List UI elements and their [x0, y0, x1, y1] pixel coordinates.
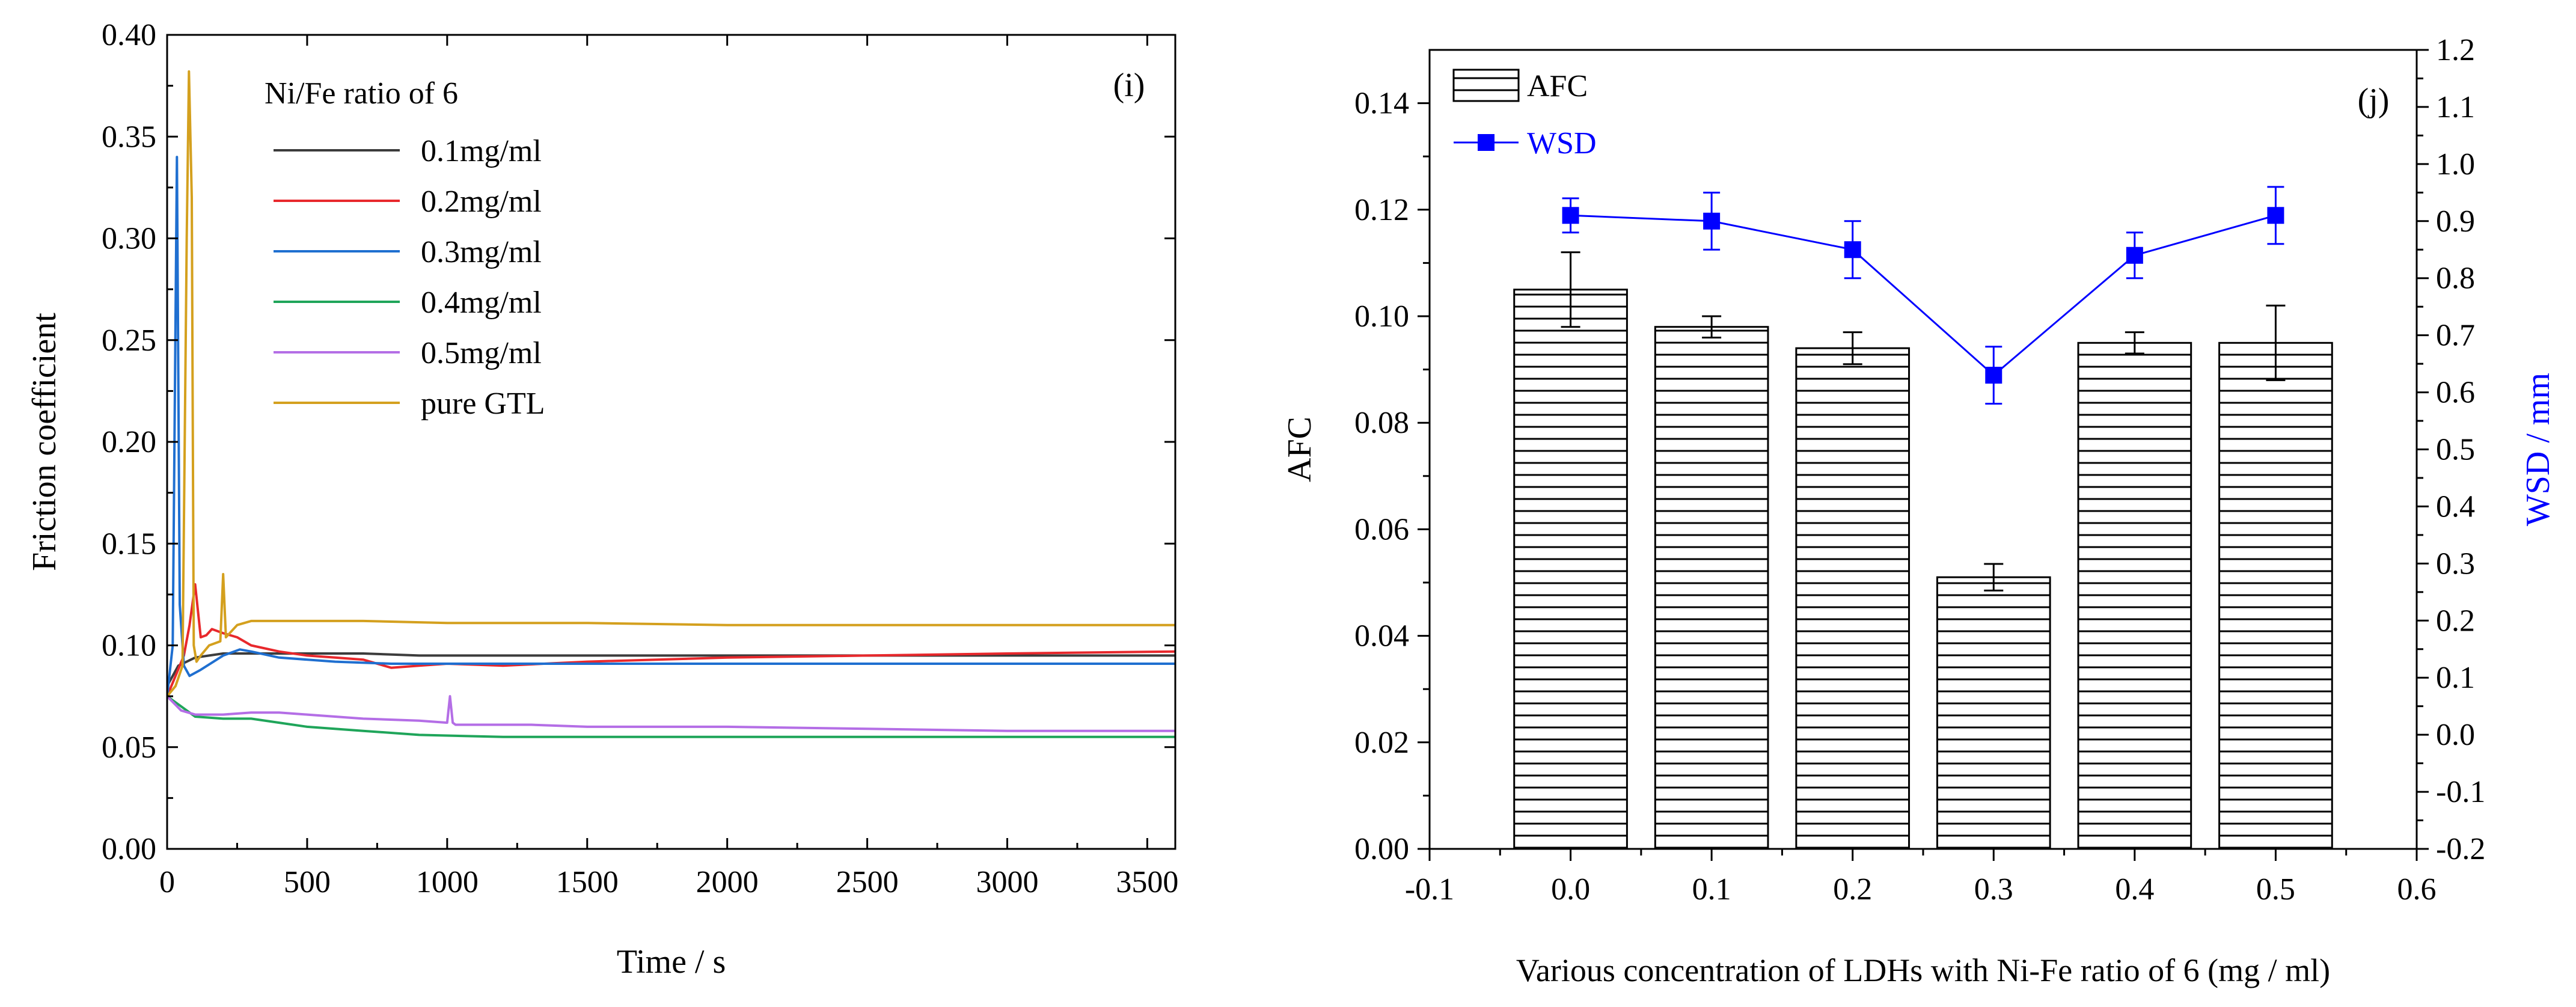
y-tick-label: 0.35 — [102, 120, 156, 154]
wsd-point — [1562, 207, 1579, 224]
y-tick-label: 0.20 — [102, 425, 156, 459]
y-tick-label: 0.14 — [1354, 87, 1409, 121]
y-tick-label: 0.30 — [102, 222, 156, 256]
legend-label: 0.2mg/ml — [421, 185, 542, 219]
afc-bar — [2218, 341, 2333, 850]
y-tick-label: 0.25 — [102, 323, 156, 358]
y-tick-label: 0.00 — [1354, 832, 1409, 866]
y-tick-label: 0.04 — [1354, 619, 1409, 653]
x-tick-label: 3500 — [1116, 865, 1178, 899]
y2-tick-label: 1.1 — [2436, 90, 2475, 124]
legend-label: AFC — [1527, 69, 1588, 103]
y-tick-label: 0.08 — [1354, 406, 1409, 440]
y2-tick-label: 0.7 — [2436, 319, 2475, 353]
x-tick-label: 0.6 — [2397, 872, 2437, 907]
x-tick-label: 500 — [284, 865, 331, 899]
legend-label: 0.4mg/ml — [421, 286, 542, 320]
y-axis-label: Friction coefficient — [26, 313, 63, 571]
x-axis-label: Various concentration of LDHs with Ni-Fe… — [1516, 952, 2330, 988]
x-tick-label: 3000 — [976, 865, 1039, 899]
afc-bar — [2077, 341, 2192, 850]
x-tick-label: 1500 — [556, 865, 619, 899]
chart-panel-i: 0 500 1000 1500 2000 2500 3000 3500 0.00 0.05 0.10… — [26, 18, 1178, 981]
y-tick-label: 0.05 — [102, 730, 156, 765]
y2-tick-label: 0.6 — [2436, 376, 2475, 410]
y2-tick-label: -0.1 — [2436, 775, 2485, 809]
panel-label: (j) — [2358, 82, 2390, 119]
x-tick-label: 0.4 — [2115, 872, 2154, 907]
wsd-point — [1844, 241, 1861, 259]
x-tick-label: 0.0 — [1551, 872, 1590, 907]
chart-panel-j: -0.1 0.0 0.1 0.2 0.3 0.4 0.5 0.6 0.00 0.02 0.04 0.0… — [1281, 33, 2557, 988]
series-line-pure-gtl — [167, 70, 1175, 697]
afc-bar — [1936, 576, 2051, 850]
legend-label: 0.5mg/ml — [421, 336, 542, 370]
x-tick-label: 2500 — [836, 865, 899, 899]
legend-swatch-wsd-marker — [1478, 134, 1495, 151]
x-tick-label: 0.2 — [1833, 872, 1872, 907]
wsd-point — [2126, 246, 2143, 264]
y2-tick-label: 0.3 — [2436, 546, 2475, 581]
y2-tick-label: 0.1 — [2436, 661, 2475, 695]
y-tick-label: 0.15 — [102, 527, 156, 561]
series-group — [167, 70, 1175, 738]
y-tick-label: 0.10 — [102, 629, 156, 663]
afc-bar — [1795, 347, 1911, 850]
x-tick-label: -0.1 — [1405, 872, 1454, 907]
legend-swatch-afc — [1452, 69, 1520, 102]
y2-tick-label: 0.8 — [2436, 262, 2475, 296]
y-tick-label: 0.12 — [1354, 193, 1409, 227]
legend-label: WSD — [1527, 126, 1597, 161]
legend-label: pure GTL — [421, 387, 545, 421]
y2-tick-label: 1.2 — [2436, 33, 2475, 67]
y2-tick-label: 0.0 — [2436, 718, 2475, 752]
y2-axis-label: WSD / mm — [2519, 373, 2557, 526]
y-tick-label: 0.00 — [102, 832, 156, 866]
y2-tick-label: 0.5 — [2436, 433, 2475, 467]
y-tick-label: 0.02 — [1354, 726, 1409, 760]
x-tick-label: 0.5 — [2256, 872, 2295, 907]
wsd-point — [1985, 367, 2002, 384]
legend-title: Ni/Fe ratio of 6 — [265, 76, 458, 111]
legend-label: 0.3mg/ml — [421, 235, 542, 269]
afc-bar — [1654, 326, 1769, 850]
wsd-point — [2267, 207, 2284, 224]
series-line-0-3mg-ml — [167, 156, 1175, 697]
y-tick-label: 0.10 — [1354, 299, 1409, 334]
y2-tick-label: 1.0 — [2436, 147, 2475, 182]
y-tick-label: 0.40 — [102, 18, 156, 52]
y2-tick-label: -0.2 — [2436, 832, 2485, 866]
y-tick-label: 0.06 — [1354, 512, 1409, 546]
series-line-0-5mg-ml — [167, 695, 1175, 732]
x-tick-label: 0.3 — [1974, 872, 2013, 907]
x-tick-label: 1000 — [416, 865, 479, 899]
series-line-0-2mg-ml — [167, 583, 1175, 697]
panel-label: (i) — [1113, 67, 1145, 104]
x-tick-label: 0.1 — [1692, 872, 1731, 907]
x-axis-label: Time / s — [617, 943, 726, 981]
wsd-point — [1703, 212, 1721, 230]
legend-label: 0.1mg/ml — [421, 134, 542, 168]
afc-bar — [1513, 289, 1628, 850]
series-line-0-4mg-ml — [167, 695, 1175, 738]
y-axis-label: AFC — [1281, 417, 1318, 482]
y2-tick-label: 0.2 — [2436, 604, 2475, 638]
x-tick-label: 0 — [159, 865, 175, 899]
x-tick-label: 2000 — [696, 865, 759, 899]
wsd-line — [1570, 214, 2276, 377]
y2-tick-label: 0.9 — [2436, 204, 2475, 239]
y2-tick-label: 0.4 — [2436, 489, 2475, 524]
